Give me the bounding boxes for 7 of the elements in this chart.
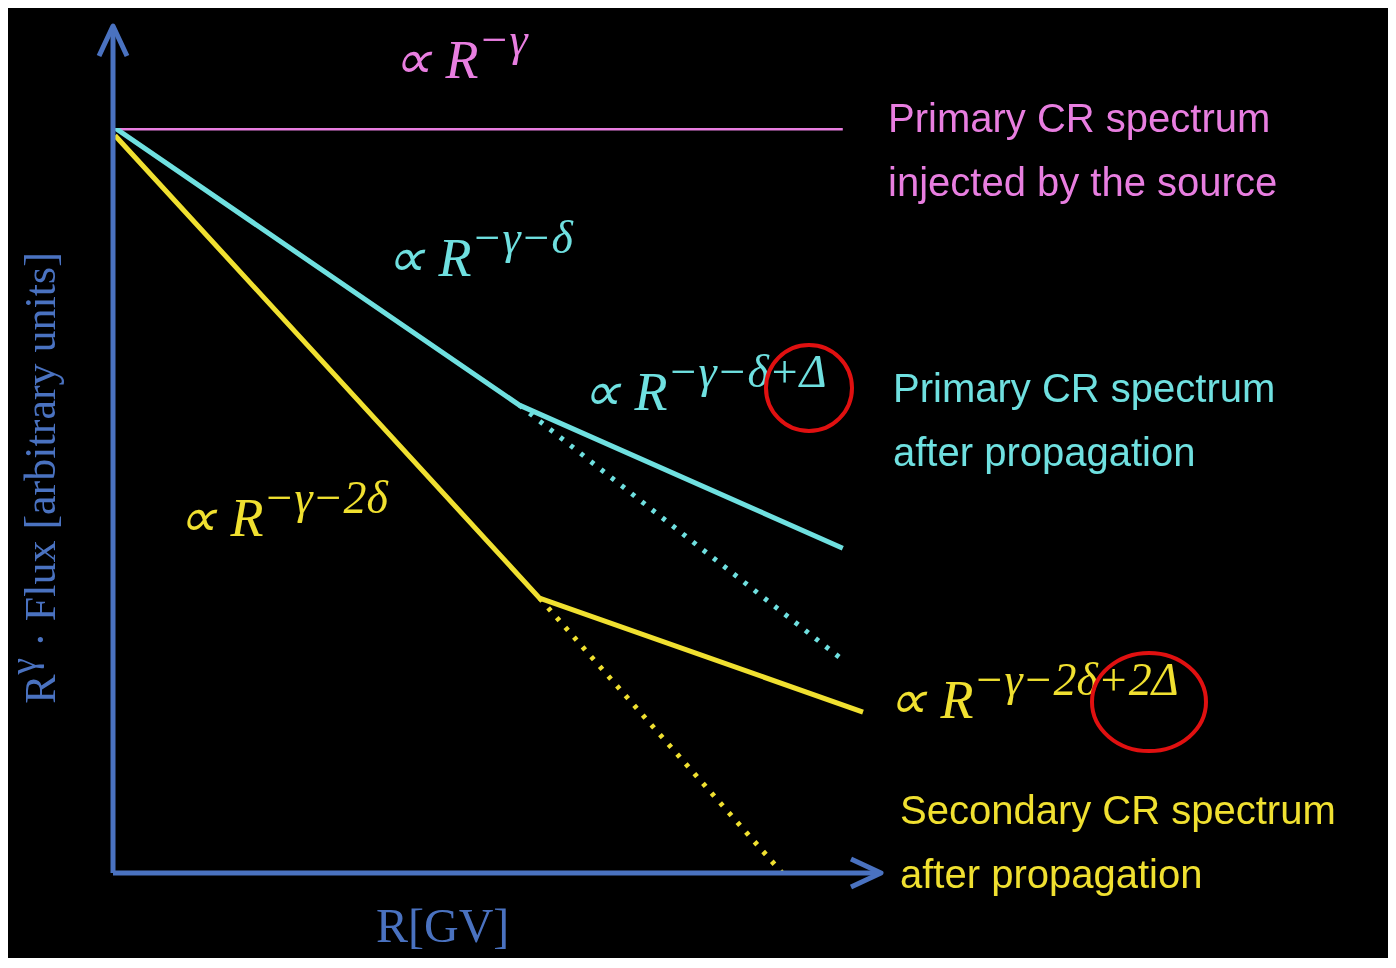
text: ∝ R$^{−γ}$ (393, 14, 528, 90)
series-label: Primary CR spectrum injected by the source (888, 95, 1279, 206)
text: Primary CR spectrum after propagation (893, 365, 1277, 476)
x-axis-title: R[GV] (376, 898, 510, 953)
annotation: ∝ R$^{−γ−2δ}$ (178, 472, 388, 548)
text: Secondary CR spectrum after propagation (900, 787, 1337, 898)
annotation: ∝ R$^{−γ−δ}$ (386, 212, 573, 288)
